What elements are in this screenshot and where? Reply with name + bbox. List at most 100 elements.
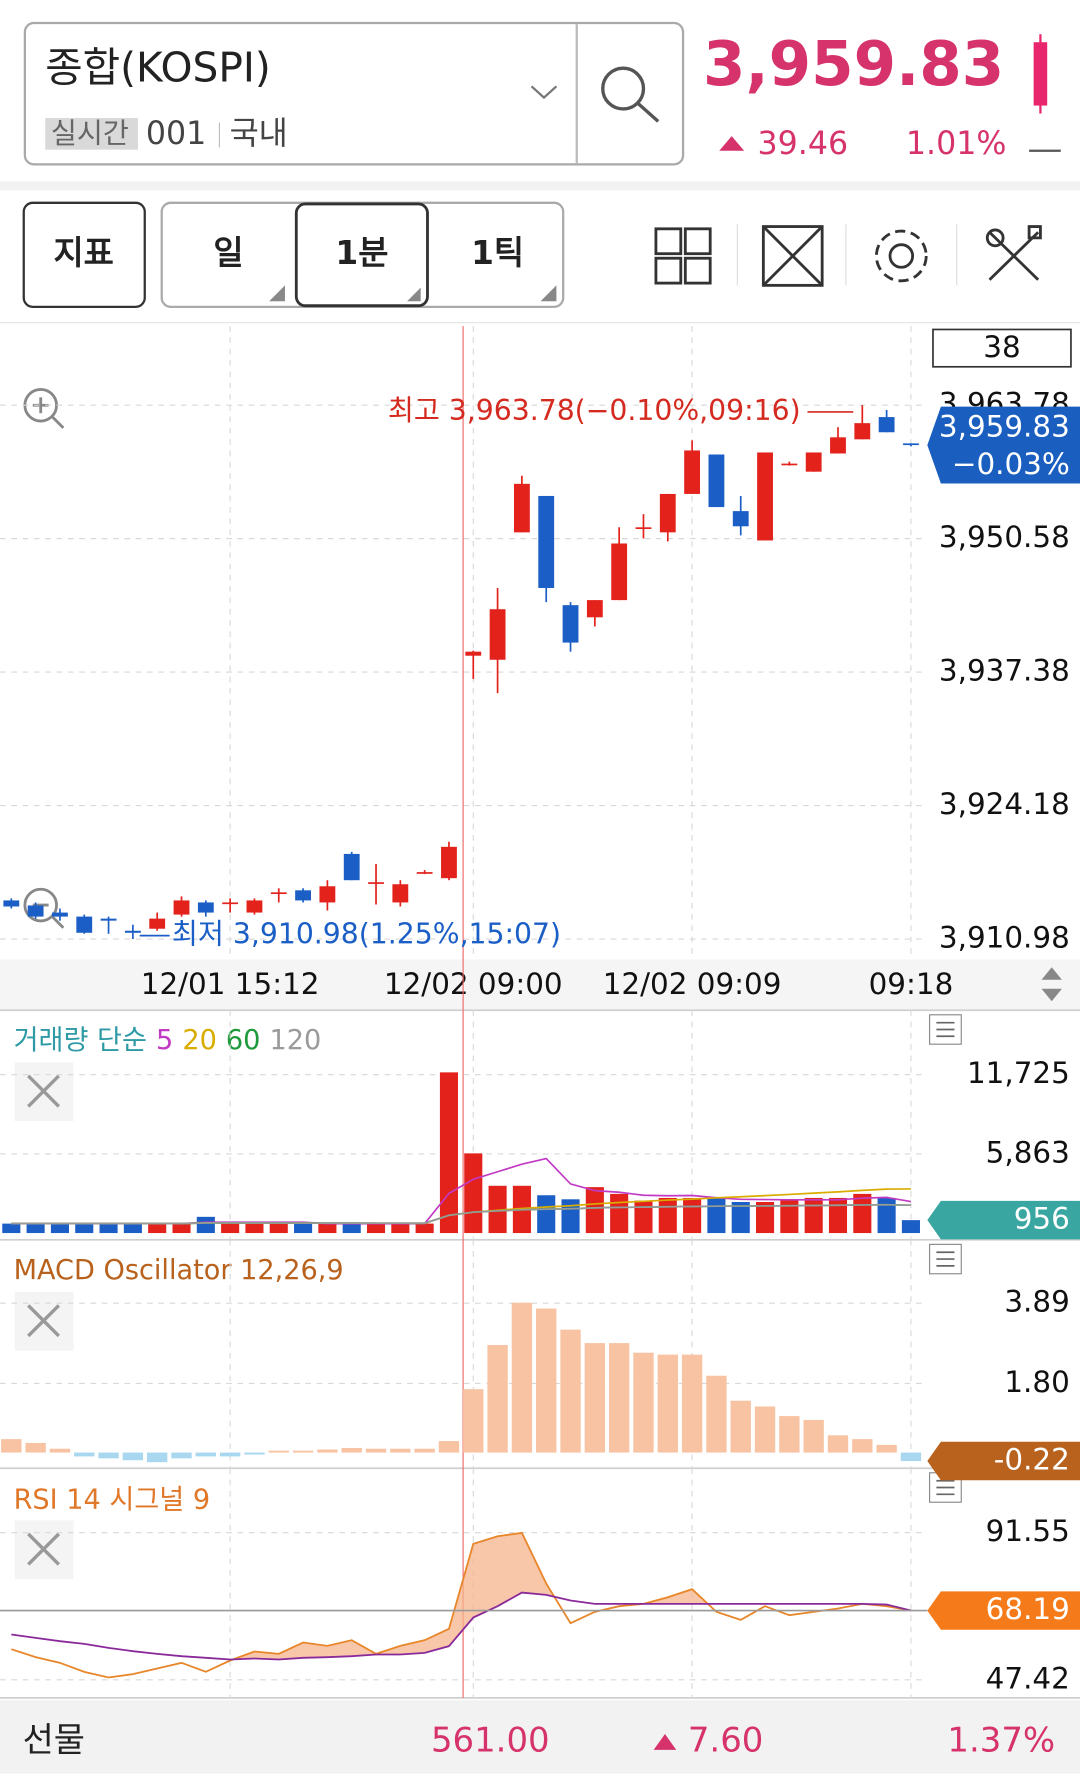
close-button[interactable] xyxy=(27,1304,61,1338)
volume-bar xyxy=(75,1223,94,1234)
y-tick-label: 3.89 xyxy=(1004,1285,1069,1319)
ma-legend: 5 xyxy=(156,1024,173,1055)
macd-bar xyxy=(560,1329,581,1453)
volume-bar xyxy=(245,1223,264,1234)
last-tag xyxy=(927,1200,1080,1240)
macd-bar xyxy=(779,1416,800,1453)
period[interactable]: 1틱 xyxy=(471,234,524,272)
macd-bar xyxy=(74,1452,95,1457)
change-pct: 1.01% xyxy=(906,126,1007,162)
volume-bar xyxy=(804,1197,823,1234)
volume-bar xyxy=(439,1072,459,1234)
macd-bar xyxy=(754,1406,776,1453)
footer-bg xyxy=(0,1700,1080,1774)
change: 39.46 xyxy=(758,126,849,162)
band xyxy=(0,181,1080,191)
macd-bar xyxy=(219,1452,241,1457)
y-tick-label: 1.80 xyxy=(1004,1365,1069,1399)
y-tick-label: 47.42 xyxy=(986,1661,1070,1695)
volume-bar xyxy=(26,1223,45,1234)
macd-bar xyxy=(852,1439,873,1453)
macd-bar xyxy=(341,1447,362,1453)
y-tick-label: 3,937.38 xyxy=(939,654,1070,688)
macd-bar xyxy=(147,1452,168,1463)
macd-bar xyxy=(317,1449,338,1453)
last-tag xyxy=(927,1441,1080,1481)
candle-body xyxy=(3,900,20,907)
volume-bar xyxy=(828,1197,848,1234)
volume-bar xyxy=(780,1199,799,1234)
candle-body xyxy=(76,916,93,933)
expand-icon[interactable] xyxy=(761,225,824,287)
volume-bar xyxy=(634,1200,653,1234)
candle-body xyxy=(246,900,263,913)
search-icon[interactable] xyxy=(601,66,660,123)
x-tick-label: 09:18 xyxy=(869,967,954,1001)
volume-bar xyxy=(148,1223,167,1234)
high-label: 최고 3,963.78(−0.10%,09:16) xyxy=(388,394,801,427)
candle-body xyxy=(562,605,579,643)
symbol-box[interactable] xyxy=(23,21,685,166)
macd-bar xyxy=(463,1389,484,1453)
macd-bar xyxy=(438,1441,460,1453)
volume-bar xyxy=(269,1223,288,1234)
indicator-label: 지표 xyxy=(54,234,114,272)
candle-body xyxy=(222,902,239,905)
macd-bar xyxy=(195,1452,216,1457)
footer-label: 선물 xyxy=(23,1720,85,1759)
macd-bar xyxy=(681,1354,703,1453)
candle-icon xyxy=(1033,34,1048,114)
settings-icon[interactable] xyxy=(875,229,928,283)
ma-legend: 60 xyxy=(226,1024,261,1055)
selected-period[interactable] xyxy=(294,202,429,308)
layout-icon[interactable] xyxy=(654,227,712,285)
period[interactable]: 1분 xyxy=(335,234,388,272)
candle-body xyxy=(757,452,773,541)
candle-body xyxy=(586,600,603,618)
close-button[interactable] xyxy=(27,1074,61,1108)
macd-title: MACD Oscillator 12,26,9 xyxy=(14,1255,344,1286)
y-tick-label: 5,863 xyxy=(986,1135,1070,1169)
volume-bar xyxy=(2,1223,21,1234)
y-tick-label: 91.55 xyxy=(986,1514,1070,1548)
ma-legend: 20 xyxy=(182,1024,217,1055)
macd-bar xyxy=(730,1400,751,1453)
macd-bar xyxy=(633,1352,654,1453)
macd-bar xyxy=(1,1439,22,1453)
candle-body xyxy=(854,423,871,440)
candle-body xyxy=(635,527,652,529)
period[interactable]: 일 xyxy=(213,234,243,272)
volume-bar xyxy=(99,1223,118,1234)
indicator-button[interactable] xyxy=(22,201,146,308)
last-change: −0.03% xyxy=(952,447,1070,481)
last-volume: 956 xyxy=(1014,1202,1070,1236)
volume-bar xyxy=(683,1197,702,1234)
candle-body xyxy=(149,918,166,929)
volume-bar xyxy=(877,1197,896,1234)
close-button[interactable] xyxy=(27,1532,61,1566)
candle-body xyxy=(878,417,895,433)
volume-bar xyxy=(342,1223,361,1234)
volume-bar xyxy=(50,1223,69,1234)
candle-body xyxy=(173,900,190,915)
macd-bar xyxy=(414,1448,435,1453)
volume-bar xyxy=(221,1223,240,1234)
tools-icon[interactable] xyxy=(985,225,1042,281)
macd-bar xyxy=(511,1302,533,1453)
volume-bar xyxy=(707,1197,726,1234)
candle-body xyxy=(441,846,457,879)
scroll-arrows[interactable] xyxy=(1041,967,1062,1002)
count: 38 xyxy=(983,330,1020,364)
candle-body xyxy=(513,483,530,533)
tag-bg xyxy=(45,117,138,150)
volume-bar xyxy=(366,1223,386,1234)
volume-bar xyxy=(853,1193,872,1234)
macd-bar xyxy=(292,1450,314,1453)
menu-lines xyxy=(936,1479,955,1496)
dropdown-icon[interactable] xyxy=(530,85,558,100)
macd-bar xyxy=(49,1448,71,1453)
volume-bar xyxy=(172,1223,191,1234)
macd-bar xyxy=(122,1452,144,1461)
rsi-line xyxy=(11,1531,912,1679)
macd-bar xyxy=(803,1419,824,1453)
